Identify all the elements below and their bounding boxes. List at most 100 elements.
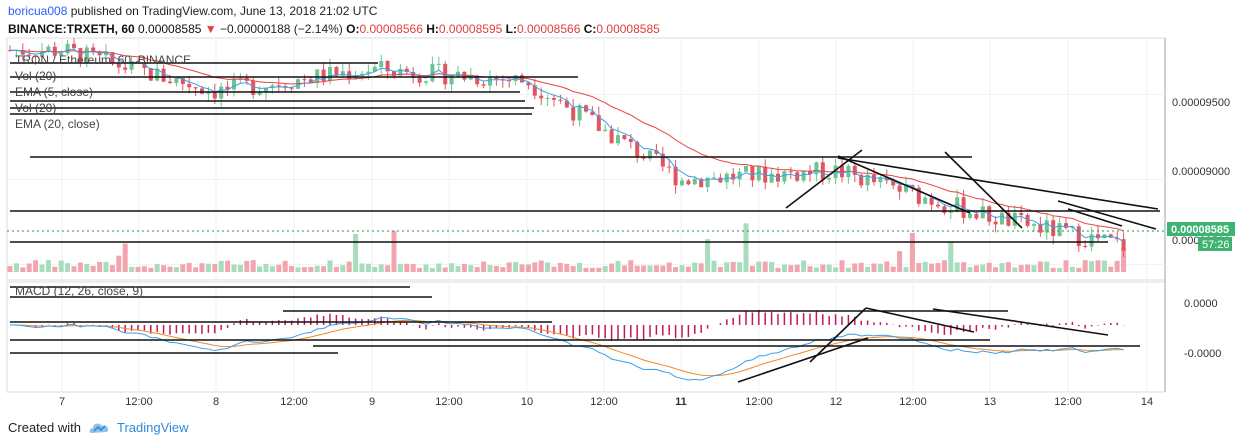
- volume-bar: [97, 261, 103, 272]
- candle-body: [91, 47, 96, 52]
- volume-bar: [794, 264, 800, 272]
- candle-body: [1038, 224, 1043, 233]
- candle-body: [104, 52, 108, 56]
- volume-bar: [967, 267, 973, 272]
- candle-body: [276, 85, 281, 87]
- volume-bar: [660, 265, 666, 272]
- volume-bar: [685, 266, 691, 272]
- candle-body: [328, 66, 332, 82]
- candle-body: [897, 185, 902, 192]
- volume-bar: [826, 264, 832, 272]
- ema-5-line: [9, 48, 1124, 243]
- volume-bar: [1114, 260, 1120, 272]
- candle-body: [916, 187, 921, 204]
- volume-bar: [1012, 267, 1018, 272]
- trendline-drawing: [837, 155, 971, 214]
- volume-bar: [589, 267, 595, 272]
- volume-bar: [39, 264, 45, 272]
- candle-body: [891, 180, 896, 186]
- candle-body: [8, 50, 12, 52]
- candle-body: [763, 166, 768, 183]
- volume-bar: [58, 260, 64, 272]
- volume-bar: [628, 260, 634, 272]
- legend-ema-20: EMA (20, close): [15, 117, 100, 131]
- candle-body: [859, 174, 864, 186]
- volume-bar: [391, 230, 397, 272]
- volume-bar: [673, 267, 679, 272]
- close-label: C:: [583, 22, 597, 36]
- candle-body: [238, 77, 243, 79]
- volume-bar: [839, 260, 845, 272]
- candle-body: [1108, 234, 1113, 238]
- volume-bar: [429, 267, 435, 272]
- volume-bar: [378, 264, 384, 272]
- candle-body: [488, 77, 492, 86]
- trendline-drawing: [944, 151, 1023, 229]
- macd-line: [9, 316, 1124, 381]
- candle-body: [289, 87, 294, 89]
- volume-bar: [500, 267, 506, 272]
- volume-bar: [237, 264, 243, 272]
- candle-body: [436, 63, 441, 65]
- candle-body: [673, 166, 678, 186]
- candle-body: [936, 204, 940, 207]
- volume-bar: [596, 267, 602, 272]
- tradingview-brand-link[interactable]: TradingView: [116, 420, 189, 435]
- candle-body: [270, 85, 275, 88]
- volume-bar: [417, 267, 423, 272]
- volume-bar: [404, 263, 410, 272]
- open-value: 0.00008566: [359, 22, 423, 36]
- volume-bar: [602, 265, 608, 272]
- candle-body: [660, 153, 665, 167]
- volume-bar: [26, 263, 32, 272]
- volume-bar: [212, 264, 218, 272]
- candle-body: [667, 166, 672, 168]
- candle-body: [27, 54, 32, 56]
- candle-body: [155, 68, 160, 81]
- candle-body: [148, 67, 153, 81]
- price-change: −0.00000188 (−2.14%): [220, 22, 343, 36]
- candle-body: [1012, 212, 1017, 226]
- volume-bar: [813, 267, 819, 272]
- volume-bar: [532, 262, 538, 272]
- candle-body: [635, 141, 640, 157]
- macd-tick: 0.0000: [1184, 298, 1218, 310]
- macd-legend: MACD (12, 26, close, 9): [15, 284, 143, 298]
- volume-bar: [641, 265, 647, 272]
- candle-body: [1044, 220, 1049, 233]
- volume-bar: [865, 266, 871, 272]
- volume-bar: [909, 232, 915, 272]
- volume-bar: [7, 266, 13, 272]
- candle-body: [680, 180, 684, 186]
- volume-bar: [77, 262, 83, 272]
- candle-body: [1051, 220, 1056, 236]
- candle-body: [1064, 223, 1068, 228]
- candle-body: [603, 129, 608, 131]
- volume-bar: [135, 266, 141, 272]
- candle-body: [264, 87, 268, 92]
- volume-bar: [935, 263, 941, 272]
- time-tick-label: 12: [830, 396, 842, 408]
- candle-body: [526, 82, 531, 86]
- author-link[interactable]: boricua008: [8, 4, 68, 18]
- candle-body: [33, 55, 38, 57]
- volume-bar: [1057, 267, 1063, 272]
- volume-bar: [301, 267, 307, 272]
- volume-bar: [1121, 247, 1127, 272]
- candle-body: [180, 77, 185, 84]
- candle-body: [904, 184, 908, 192]
- volume-bar: [481, 261, 487, 272]
- candle-body: [782, 171, 787, 182]
- candle-body: [558, 99, 563, 101]
- candle-body: [865, 174, 870, 186]
- candle-body: [654, 150, 659, 154]
- candle-body: [756, 166, 761, 181]
- volume-bar: [916, 263, 922, 272]
- volume-bar: [205, 263, 211, 272]
- volume-bar: [698, 263, 704, 272]
- candle-body: [590, 111, 595, 116]
- candle-body: [801, 170, 806, 181]
- volume-bar: [45, 260, 51, 272]
- time-tick-label: 10: [521, 396, 533, 408]
